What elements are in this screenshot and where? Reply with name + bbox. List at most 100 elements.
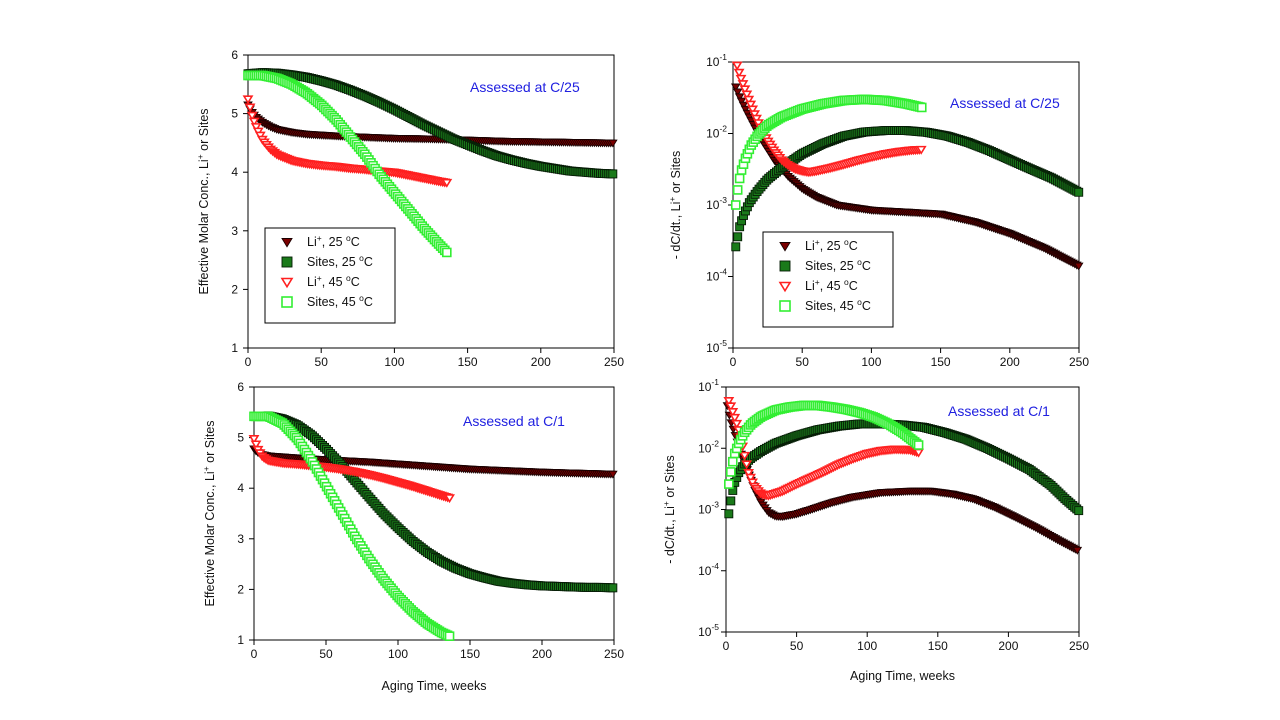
plot-frame — [253, 386, 615, 641]
data-point — [250, 440, 262, 450]
data-point — [608, 583, 618, 593]
data-point — [254, 131, 266, 141]
data-point — [608, 470, 618, 479]
x-tick-label: 250 — [1069, 639, 1089, 653]
legend-marker — [779, 300, 791, 312]
data-point — [735, 74, 747, 84]
legend-entry-label: Li+, 45 oC — [805, 277, 858, 293]
data-point — [916, 102, 927, 113]
data-point — [743, 95, 755, 105]
series-sites-45-c — [730, 94, 927, 210]
annotation-label: Assessed at C/1 — [948, 403, 1050, 419]
legend-marker — [280, 277, 294, 289]
data-point — [740, 105, 751, 114]
data-point — [444, 494, 455, 504]
annotation-label: Assessed at C/25 — [470, 79, 580, 95]
legend-marker — [281, 256, 293, 268]
data-point — [724, 509, 734, 519]
data-point — [731, 242, 741, 252]
data-point — [729, 413, 741, 423]
x-tick-label: 100 — [857, 639, 877, 653]
data-point — [737, 80, 749, 90]
data-point — [738, 101, 749, 110]
y-tick-label: 6 — [231, 48, 238, 62]
data-point — [723, 396, 735, 406]
data-point — [732, 185, 743, 195]
data-point — [753, 119, 764, 129]
data-point — [747, 478, 758, 488]
y-tick-label: 10-4 — [706, 267, 727, 284]
legend: Li+, 25 oC Sites, 25 oC Li+, 45 oC Sites, 4… — [264, 227, 396, 324]
x-tick-label: 50 — [796, 355, 810, 369]
annotation-label: Assessed at C/1 — [463, 413, 565, 429]
y-tick-label: 3 — [237, 532, 244, 546]
x-tick-label: 150 — [931, 355, 951, 369]
y-tick-label: 1 — [231, 341, 238, 355]
y-tick-label: 3 — [231, 224, 238, 238]
legend-marker — [778, 281, 792, 293]
y-tick-label: 10-3 — [706, 195, 727, 212]
data-point — [1074, 506, 1084, 516]
x-tick-label: 150 — [928, 639, 948, 653]
y-tick-label: 10-5 — [698, 622, 719, 639]
data-point — [731, 419, 743, 429]
data-point — [749, 110, 761, 120]
data-point — [743, 469, 755, 478]
data-point — [745, 473, 756, 483]
y-tick-label: 2 — [237, 582, 244, 596]
data-point — [608, 169, 618, 179]
data-point — [727, 408, 739, 417]
y-tick-label: 2 — [231, 282, 238, 296]
y-tick-label: 10-4 — [698, 561, 719, 578]
data-point — [915, 145, 927, 155]
data-point — [732, 88, 743, 97]
data-point — [242, 95, 254, 105]
x-tick-label: 100 — [384, 355, 404, 369]
y-tick-label: 6 — [237, 380, 244, 394]
y-tick-label: 10-3 — [698, 500, 719, 517]
x-tick-label: 250 — [1069, 355, 1089, 369]
legend-entry-label: Li+, 25 oC — [307, 233, 360, 249]
data-point — [441, 178, 453, 188]
chart-panel-br: 0 50 100 150 200 250 10-5 10-4 10-3 10-2 10-1 - dC/… — [661, 377, 1089, 683]
x-axis-label: Aging Time, weeks — [382, 679, 487, 693]
y-axis-label: Effective Molar Conc., Li+ or Sites — [201, 420, 217, 606]
y-tick-label: 10-2 — [698, 438, 719, 455]
data-point — [250, 123, 262, 133]
data-point — [727, 456, 738, 467]
y-tick-label: 10-5 — [706, 338, 727, 355]
data-point — [246, 111, 258, 121]
y-axis-label: - dC/dt., Li+ or Sites — [667, 151, 683, 260]
annotation-label: Assessed at C/25 — [950, 95, 1060, 111]
x-tick-label: 200 — [1000, 355, 1020, 369]
data-point — [724, 479, 734, 489]
y-tick-label: 5 — [231, 107, 238, 121]
legend-entry-label: Li+, 45 oC — [307, 273, 360, 289]
x-tick-label: 100 — [388, 647, 408, 661]
x-tick-label: 100 — [861, 355, 881, 369]
y-tick-label: 1 — [237, 633, 244, 647]
data-point — [444, 631, 455, 641]
data-point — [747, 105, 759, 115]
data-point — [745, 100, 757, 110]
data-point — [725, 402, 737, 412]
y-tick-label: 5 — [237, 431, 244, 445]
chart-panel-tl: 0 50 100 150 200 250 1 2 3 4 5 6 Effective Molar Con… — [195, 48, 624, 369]
legend: Li+, 25 oC Sites, 25 oC Li+, 45 oC Sites, 4… — [762, 231, 894, 328]
series-sites-45-c — [243, 70, 452, 258]
data-point — [734, 173, 745, 184]
legend-entry-label: Sites, 45 oC — [307, 293, 373, 309]
series-li-45-c — [731, 61, 927, 178]
data-point — [730, 83, 741, 92]
x-tick-label: 50 — [319, 647, 333, 661]
plot-frame — [247, 54, 615, 349]
legend-entry-label: Sites, 25 oC — [805, 257, 871, 273]
x-tick-label: 200 — [531, 355, 551, 369]
data-point — [741, 460, 753, 470]
x-tick-label: 150 — [458, 355, 478, 369]
x-tick-label: 200 — [998, 639, 1018, 653]
x-axis-label: Aging Time, weeks — [850, 669, 955, 683]
x-tick-label: 50 — [315, 355, 329, 369]
series-sites-25-c — [243, 68, 618, 179]
y-tick-label: 10-1 — [706, 52, 727, 69]
